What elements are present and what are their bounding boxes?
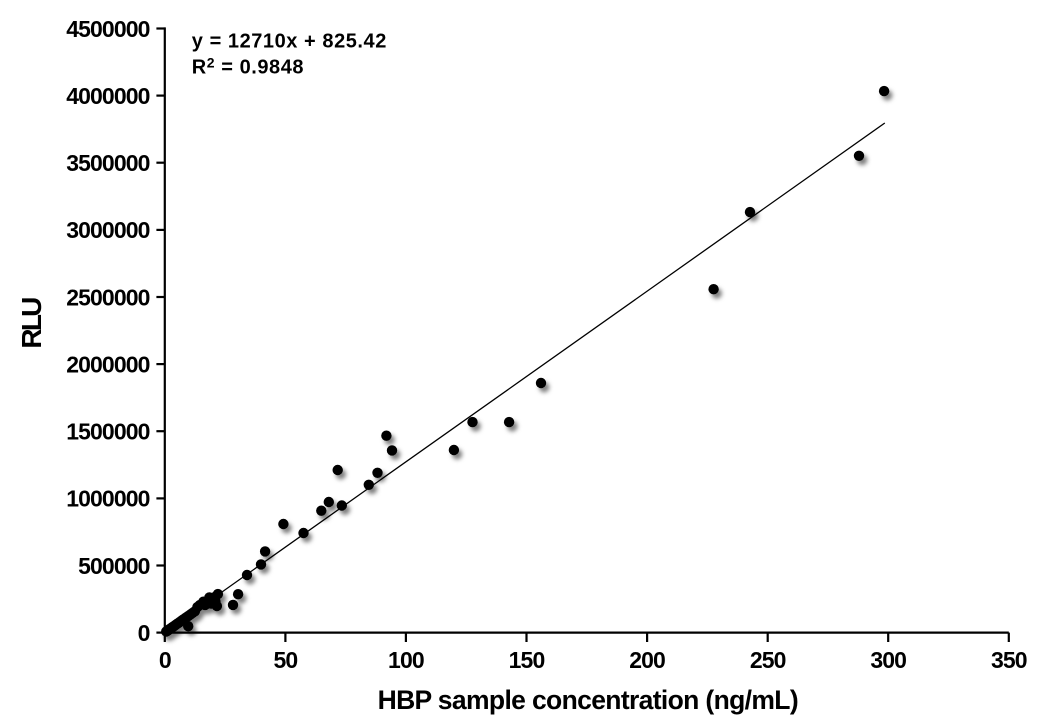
svg-text:200: 200: [629, 647, 665, 673]
svg-text:2500000: 2500000: [66, 284, 149, 310]
svg-text:0: 0: [159, 647, 171, 673]
svg-text:350: 350: [991, 647, 1027, 673]
svg-text:300: 300: [870, 647, 906, 673]
svg-text:50: 50: [274, 647, 298, 673]
svg-text:RLU: RLU: [16, 298, 47, 349]
svg-text:1000000: 1000000: [66, 486, 149, 512]
svg-text:3000000: 3000000: [66, 217, 149, 243]
svg-text:1500000: 1500000: [66, 419, 149, 445]
svg-text:2000000: 2000000: [66, 351, 149, 377]
svg-text:500000: 500000: [78, 553, 149, 579]
svg-text:4500000: 4500000: [66, 16, 149, 42]
svg-text:y = 12710x + 825.42: y = 12710x + 825.42: [192, 31, 387, 53]
svg-text:250: 250: [750, 647, 786, 673]
svg-text:4000000: 4000000: [66, 83, 149, 109]
svg-text:0: 0: [138, 620, 150, 646]
svg-text:3500000: 3500000: [66, 150, 149, 176]
svg-text:100: 100: [388, 647, 424, 673]
svg-text:150: 150: [509, 647, 545, 673]
svg-text:HBP sample concentration (ng/m: HBP sample concentration (ng/mL): [378, 685, 798, 715]
